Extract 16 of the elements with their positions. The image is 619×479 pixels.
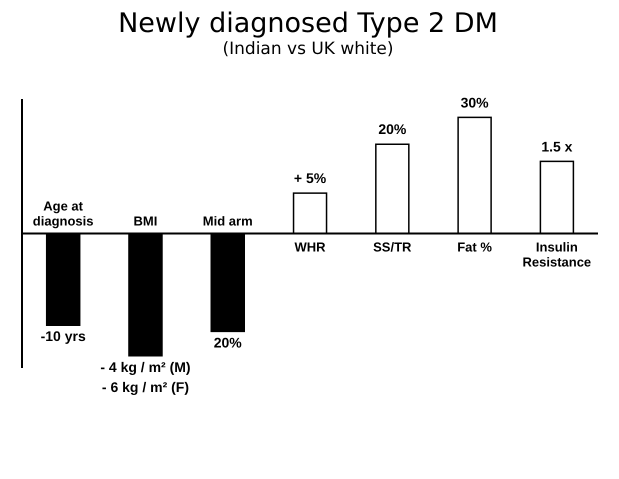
x-tick-label: Age at diagnosis [32, 198, 94, 228]
x-tick-label: Insulin Resistance [522, 240, 592, 270]
x-tick-label: Mid arm [202, 214, 253, 228]
annotation: 20% [378, 121, 407, 138]
annotation: - 4 kg / m² (M) - 6 kg / m² (F) [100, 358, 191, 395]
x-tick-label: WHR [294, 240, 326, 254]
annotation: 20% [214, 334, 242, 350]
annotation: 30% [460, 94, 490, 110]
annotation: 1.5 x [541, 138, 573, 154]
chart-subtitle: (Indian vs UK white) [221, 39, 394, 59]
annotation: + 5% [294, 170, 327, 186]
x-tick-label: SS/TR [373, 240, 412, 254]
chart-title: Newly diagnosed Type 2 DM [117, 8, 499, 39]
x-tick-label: Fat % [457, 240, 492, 254]
x-tick-label: BMI [134, 214, 158, 228]
annotation: -10 yrs [40, 328, 86, 344]
